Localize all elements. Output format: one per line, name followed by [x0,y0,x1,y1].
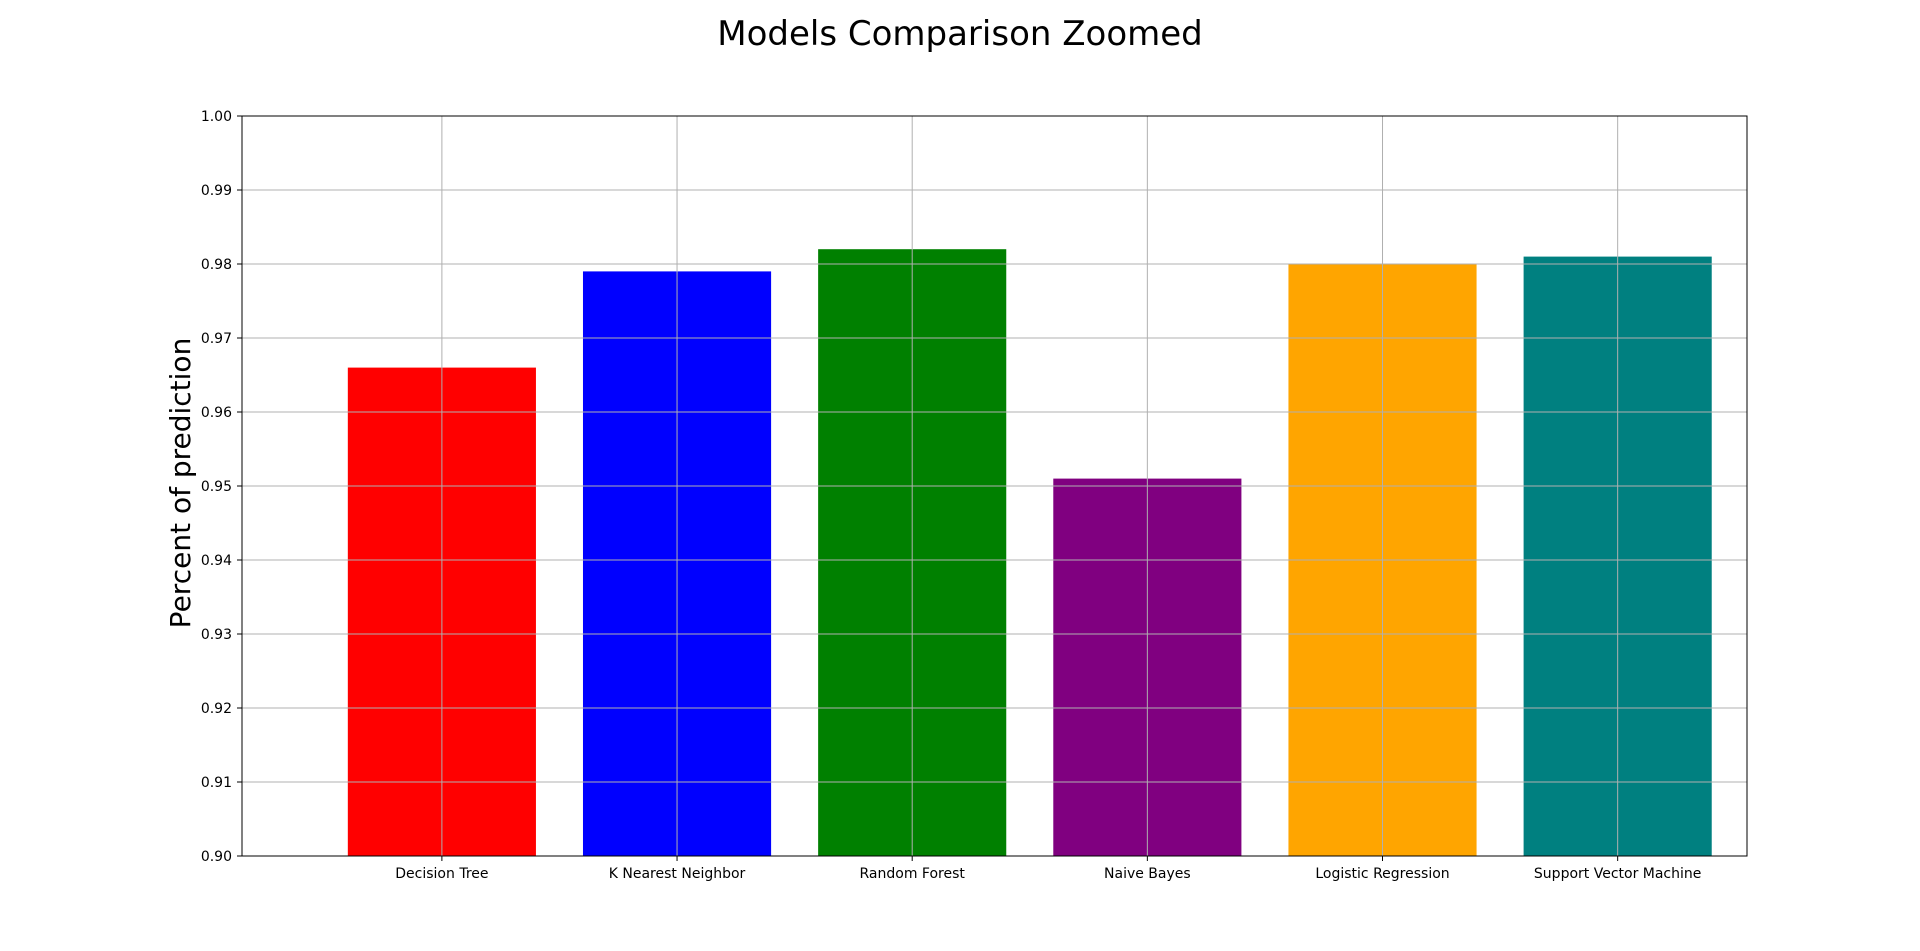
y-tick-label: 0.97 [201,331,232,347]
bars-layer [347,249,1712,857]
x-tick-label: Random Forest [860,866,966,882]
plot-frame [241,115,1748,857]
ticks-layer: 0.90 0.91 0.92 0.93 0.94 0.95 0.96 0.97 0.98 0.99… [201,109,1702,882]
y-tick-label: 0.94 [201,553,232,569]
y-tick-label: 0.98 [201,257,232,273]
y-tick-label: 1.00 [201,109,232,125]
x-tick-label: Logistic Regression [1315,866,1449,882]
y-tick-label: 0.92 [201,701,232,717]
y-tick-label: 0.91 [201,775,232,791]
x-tick-label: K Nearest Neighbor [609,866,746,882]
y-tick-label: 0.90 [201,849,232,865]
y-tick-label: 0.93 [201,627,232,643]
y-axis-label: Percent of prediction [164,338,197,629]
x-tick-label: Naive Bayes [1104,866,1191,882]
y-tick-label: 0.99 [201,183,232,199]
x-tick-label: Support Vector Machine [1534,866,1701,882]
x-tick-label: Decision Tree [395,866,488,882]
y-tick-label: 0.96 [201,405,232,421]
y-tick-label: 0.95 [201,479,232,495]
chart-title: Models Comparison Zoomed [717,14,1203,54]
